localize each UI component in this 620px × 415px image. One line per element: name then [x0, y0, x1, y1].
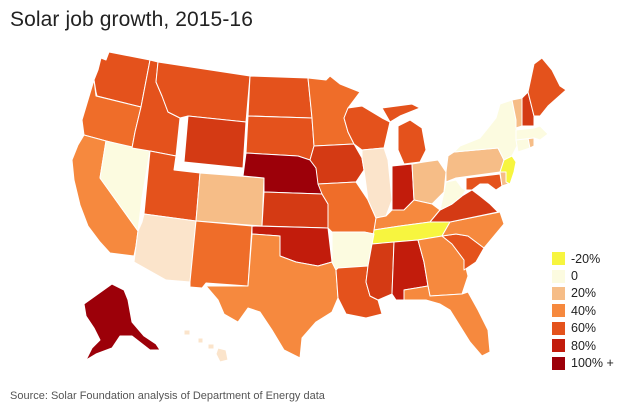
legend-label: 80%: [571, 338, 597, 353]
legend-item: 100% +: [552, 354, 618, 371]
state-kansas: [261, 191, 329, 229]
legend-swatch: [552, 339, 565, 353]
legend-swatch: [552, 286, 565, 300]
state-wyoming: [183, 115, 247, 169]
legend-label: 20%: [571, 286, 597, 301]
legend-item: -20%: [552, 250, 618, 267]
legend-label: 60%: [571, 321, 597, 336]
state-north-carolina: [441, 211, 505, 249]
map-title: Solar job growth, 2015-16: [10, 8, 253, 31]
legend-item: 40%: [552, 302, 618, 319]
state-west-virginia: [439, 179, 467, 211]
legend-item: 60%: [552, 320, 618, 337]
legend-label: 40%: [571, 303, 597, 318]
legend-label: 0: [571, 269, 578, 284]
legend-swatch: [552, 304, 565, 318]
state-maine: [527, 57, 567, 117]
legend: -20% 0 20% 40% 60% 80% 100% +: [552, 250, 618, 372]
state-alaska: [83, 283, 161, 361]
state-michigan: [381, 103, 427, 165]
state-north-dakota: [247, 75, 313, 119]
state-montana: [155, 61, 251, 123]
state-new-mexico: [189, 220, 253, 289]
source-note: Source: Solar Foundation analysis of Dep…: [10, 390, 325, 402]
state-colorado: [195, 172, 265, 227]
legend-item: 20%: [552, 285, 618, 302]
legend-label: -20%: [571, 251, 601, 266]
legend-swatch: [552, 321, 565, 335]
legend-swatch: [552, 269, 565, 283]
state-arkansas: [331, 231, 375, 271]
state-new-hampshire: [521, 91, 535, 127]
state-new-jersey: [499, 155, 517, 185]
legend-swatch: [552, 252, 565, 266]
state-iowa: [309, 143, 365, 185]
state-arizona: [133, 213, 197, 283]
legend-label: 100% +: [571, 356, 614, 371]
legend-item: 80%: [552, 337, 618, 354]
state-florida: [403, 285, 491, 357]
state-hawaii: [183, 329, 229, 363]
legend-swatch: [552, 356, 565, 370]
state-vermont: [511, 97, 523, 129]
legend-item: 0: [552, 267, 618, 284]
state-ohio: [411, 159, 447, 205]
state-texas: [205, 233, 339, 359]
state-massachusetts: [515, 125, 549, 141]
